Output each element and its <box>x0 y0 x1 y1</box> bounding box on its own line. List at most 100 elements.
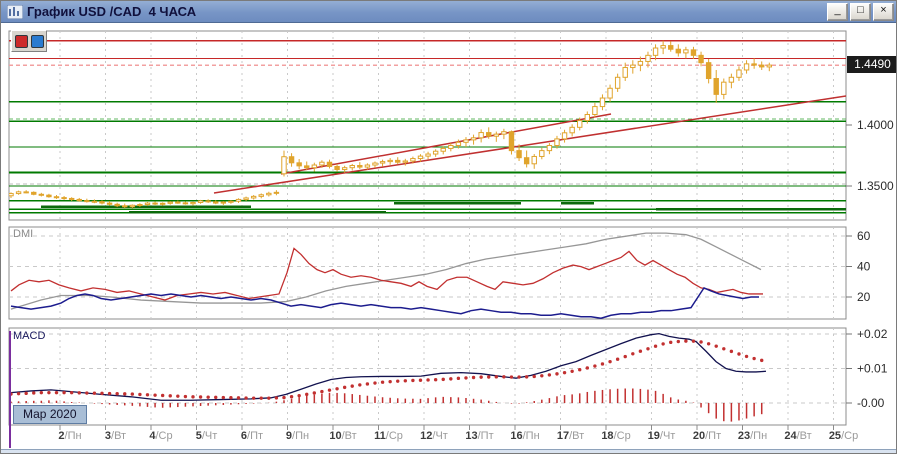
signal-dot <box>145 393 150 397</box>
signal-dot <box>449 377 453 381</box>
signal-dot <box>555 372 559 376</box>
main-panel[interactable] <box>8 30 847 221</box>
signal-dot <box>183 394 188 399</box>
signal-dot <box>365 382 370 386</box>
candle-body <box>683 49 689 54</box>
x-axis-label: 17/Вт <box>556 430 585 442</box>
signal-dot <box>350 384 354 388</box>
candle-body <box>61 197 67 200</box>
signal-dot <box>191 395 195 399</box>
window-title: График USD /CAD 4 ЧАСА <box>27 4 197 19</box>
x-axis-label: 25/Ср <box>828 430 859 442</box>
candle-body <box>448 144 454 149</box>
price-panel-graphics <box>9 40 846 214</box>
candle-body <box>668 45 674 50</box>
signal-dot <box>236 396 241 400</box>
candle-body <box>592 106 598 116</box>
signal-dot <box>669 340 673 345</box>
candle-body <box>129 204 136 208</box>
candle-body <box>9 193 14 197</box>
candle-body <box>637 60 644 66</box>
signal-dot <box>737 352 741 356</box>
dmi-tick-label: 60 <box>857 229 871 243</box>
candle-body <box>561 132 568 140</box>
candle-body <box>705 62 712 80</box>
candle-body <box>53 196 60 199</box>
candle-body <box>736 69 742 78</box>
candle-body <box>508 131 515 152</box>
candle-body <box>349 165 355 169</box>
candle-body <box>728 76 735 83</box>
minimize-button[interactable]: _ <box>827 2 848 21</box>
signal-dot <box>160 393 165 398</box>
x-axis-label: 13/Пт <box>465 430 494 442</box>
signal-dot <box>77 391 81 395</box>
signal-dot <box>289 395 294 399</box>
candle-body <box>288 156 295 164</box>
candle-body <box>250 195 257 199</box>
signal-dot <box>107 391 112 396</box>
x-axis-label: 4/Ср <box>149 430 173 442</box>
candle-body <box>326 161 333 167</box>
candle-body <box>713 78 719 95</box>
candle-body <box>190 201 196 205</box>
candle-body <box>721 81 727 95</box>
window-bottom-edge <box>1 449 896 453</box>
maximize-button[interactable]: □ <box>850 2 871 21</box>
signal-dot <box>115 392 119 396</box>
candle-body <box>622 67 628 78</box>
x-axis-label: 16/Пн <box>510 430 540 442</box>
signal-dot <box>593 364 597 368</box>
macd-panel[interactable] <box>8 327 847 426</box>
signal-dot <box>221 395 226 400</box>
signal-dot <box>456 376 461 381</box>
candle-body <box>501 131 507 135</box>
signal-dot <box>123 392 127 396</box>
candle-body <box>690 49 697 56</box>
title-bar[interactable]: График USD /CAD 4 ЧАСА _ □ × <box>1 1 896 23</box>
candle-body <box>15 191 22 195</box>
dmi-panel[interactable] <box>8 226 847 320</box>
candle-body <box>304 165 310 169</box>
signal-dot <box>691 339 696 343</box>
candle-body <box>182 202 189 205</box>
trend-line <box>280 113 612 175</box>
signal-dot <box>578 368 582 372</box>
x-axis-label: 24/Вт <box>784 430 812 442</box>
x-axis-label: 5/Чт <box>195 430 218 442</box>
signal-dot <box>562 370 567 375</box>
signal-dot <box>418 378 423 382</box>
candle-body <box>766 64 772 68</box>
candle-body <box>432 150 439 155</box>
signal-dot <box>168 394 172 398</box>
candle-body <box>577 120 583 128</box>
signal-dot <box>85 391 89 395</box>
signal-dot <box>661 342 665 346</box>
chart-content: 1.4000 1.3500 60 40 20 +0.02 +0.01 -0.00 DMI MA… <box>1 23 897 454</box>
candle-body <box>516 150 522 159</box>
candle-body <box>584 114 591 122</box>
signal-dot <box>411 378 415 383</box>
signal-dot <box>487 375 491 379</box>
candle-body <box>652 47 659 56</box>
signal-dot <box>433 378 438 382</box>
close-button[interactable]: × <box>873 2 894 21</box>
macd-tick-label: -0.00 <box>857 396 885 410</box>
signal-dot <box>471 375 476 380</box>
macd-panel-label: MACD <box>13 330 46 342</box>
candle-body <box>531 155 537 165</box>
red-tool-button[interactable] <box>14 34 28 48</box>
dmi-panel-graphics <box>9 232 846 319</box>
chart-canvas[interactable]: 1.4000 1.3500 60 40 20 +0.02 +0.01 -0.00 <box>1 23 897 454</box>
candle-body <box>106 202 113 205</box>
signal-dot <box>631 352 635 356</box>
price-tick-label: 1.3500 <box>857 179 894 193</box>
candle-body <box>311 164 318 169</box>
candle-body <box>205 200 211 203</box>
blue-tool-button[interactable] <box>30 34 44 48</box>
signal-dot <box>388 379 392 384</box>
candle-body <box>228 200 234 203</box>
signal-dot <box>373 381 377 385</box>
candle-body <box>99 201 105 204</box>
